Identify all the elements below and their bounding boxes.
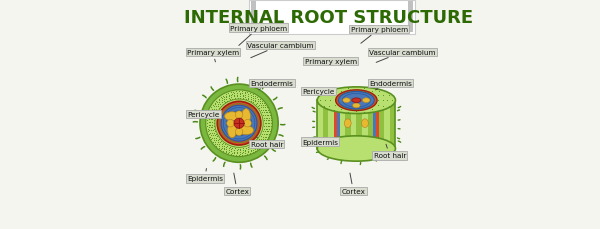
Text: Epidermis: Epidermis [187,169,223,182]
Circle shape [200,85,278,163]
Bar [317,101,395,149]
Circle shape [206,90,272,157]
Text: Cortex: Cortex [225,173,249,194]
Bar [375,101,379,149]
Ellipse shape [344,119,351,128]
Ellipse shape [362,119,368,128]
Bar [328,101,334,149]
Circle shape [221,106,257,142]
Text: Cortex: Cortex [341,173,365,194]
Ellipse shape [344,140,351,149]
Circle shape [234,119,244,129]
Bar [317,101,323,149]
Ellipse shape [227,123,236,138]
Ellipse shape [238,126,254,135]
Bar [373,101,376,149]
Ellipse shape [362,140,368,149]
Ellipse shape [242,109,251,124]
Text: INTERNAL ROOT STRUCTURE: INTERNAL ROOT STRUCTURE [184,9,473,27]
Ellipse shape [362,99,368,107]
Bar [340,101,345,149]
Text: Root hair: Root hair [374,144,406,159]
Bar [251,2,256,33]
Text: Endodermis: Endodermis [369,81,412,90]
Ellipse shape [224,112,239,121]
Ellipse shape [244,120,251,127]
Text: Pericycle: Pericycle [187,112,219,117]
Text: Primary xylem: Primary xylem [305,59,357,65]
Bar [351,101,356,149]
Circle shape [215,100,263,148]
Ellipse shape [343,98,350,103]
Ellipse shape [353,104,360,108]
Ellipse shape [352,98,361,103]
Bar [409,2,413,33]
Text: Vascular cambium: Vascular cambium [369,50,436,63]
Circle shape [220,104,259,143]
FancyBboxPatch shape [250,1,415,34]
Bar [390,101,395,149]
Text: Root hair: Root hair [251,137,283,147]
Text: Primary phloem: Primary phloem [230,26,287,46]
Bar [368,101,373,149]
Text: Epidermis: Epidermis [302,139,338,145]
Bar [356,101,362,149]
Circle shape [217,102,261,145]
Text: Endodermis: Endodermis [251,81,293,90]
Text: Vascular cambium: Vascular cambium [247,43,314,58]
Bar [334,101,340,149]
Ellipse shape [338,92,374,109]
Bar [323,101,328,149]
Ellipse shape [335,90,377,111]
Bar [373,101,379,149]
Bar [362,101,368,149]
Text: Pericycle: Pericycle [302,89,334,95]
Bar [334,101,337,149]
Ellipse shape [338,92,374,110]
Text: Primary xylem: Primary xylem [187,50,239,63]
Ellipse shape [317,136,395,161]
Ellipse shape [235,111,243,119]
Bar [379,101,384,149]
Bar [337,101,340,149]
Ellipse shape [235,128,243,136]
Ellipse shape [317,87,395,114]
Ellipse shape [344,99,351,107]
Ellipse shape [362,98,370,103]
Bar [345,101,351,149]
Bar [384,101,390,149]
Text: Primary phloem: Primary phloem [350,27,408,44]
Ellipse shape [227,120,234,127]
